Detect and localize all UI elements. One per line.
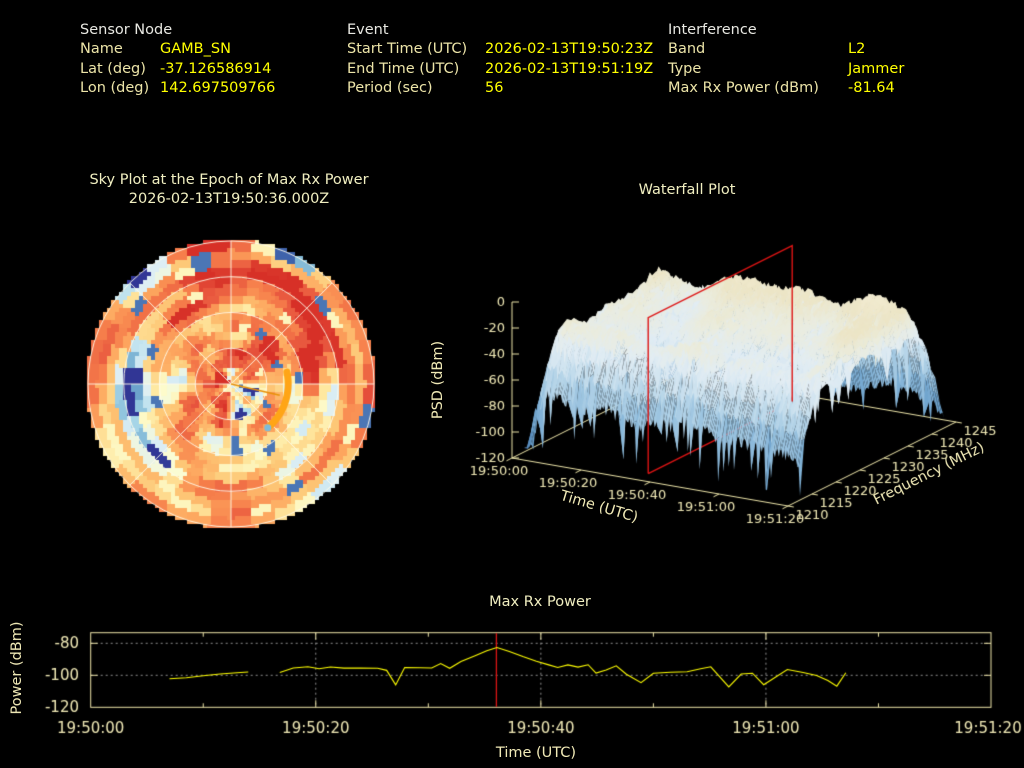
- sensor-lat-label: Lat (deg): [80, 60, 146, 77]
- interference-power-row: Max Rx Power (dBm) -81.64: [668, 79, 904, 98]
- event-end-value: 2026-02-13T19:51:19Z: [485, 60, 654, 77]
- max-rx-power-canvas: [0, 588, 1024, 760]
- interference-panel: Interference Band L2 Type Jammer Max Rx Po…: [668, 21, 904, 98]
- interference-power-label: Max Rx Power (dBm): [668, 79, 819, 96]
- time-axis-label: Time (UTC): [495, 745, 577, 761]
- sensor-name-label: Name: [80, 41, 123, 58]
- sensor-node-title: Sensor Node: [80, 22, 173, 38]
- event-panel: Event Start Time (UTC) 2026-02-13T19:50:2…: [347, 21, 653, 98]
- sensor-lat-row: Lat (deg) -37.126586914: [80, 60, 275, 79]
- event-start-value: 2026-02-13T19:50:23Z: [485, 41, 654, 58]
- waterfall-title: Waterfall Plot: [638, 182, 736, 198]
- power-axis-label: Power (dBm): [9, 621, 25, 715]
- interference-band-label: Band: [668, 41, 706, 58]
- interference-title: Interference: [668, 22, 757, 38]
- waterfall-psd-axis-label: PSD (dBm): [430, 340, 446, 420]
- event-start-row: Start Time (UTC) 2026-02-13T19:50:23Z: [347, 40, 653, 59]
- interference-band-value: L2: [848, 41, 866, 58]
- event-period-row: Period (sec) 56: [347, 79, 653, 98]
- event-period-value: 56: [485, 79, 504, 96]
- sensor-lon-label: Lon (deg): [80, 79, 150, 96]
- sky-plot-canvas: [75, 228, 387, 540]
- event-end-label: End Time (UTC): [347, 60, 460, 77]
- sensor-name-value: GAMB_SN: [160, 41, 231, 58]
- event-period-label: Period (sec): [347, 79, 433, 96]
- interference-type-value: Jammer: [848, 60, 905, 77]
- interference-band-row: Band L2: [668, 40, 904, 59]
- event-end-row: End Time (UTC) 2026-02-13T19:51:19Z: [347, 60, 653, 79]
- interference-type-row: Type Jammer: [668, 60, 904, 79]
- interference-type-label: Type: [668, 60, 702, 77]
- event-start-label: Start Time (UTC): [347, 41, 468, 58]
- sky-plot-title: Sky Plot at the Epoch of Max Rx Power: [89, 172, 369, 188]
- interference-power-value: -81.64: [848, 79, 895, 96]
- sensor-node-panel: Sensor Node Name GAMB_SN Lat (deg) -37.126…: [80, 21, 275, 98]
- sensor-lon-value: 142.697509766: [160, 79, 276, 96]
- waterfall-canvas: [413, 223, 1024, 535]
- event-title: Event: [347, 22, 389, 38]
- sky-plot-subtitle: 2026-02-13T19:50:36.000Z: [128, 191, 330, 207]
- sensor-lat-value: -37.126586914: [160, 60, 272, 77]
- sensor-name-row: Name GAMB_SN: [80, 40, 275, 59]
- sensor-lon-row: Lon (deg) 142.697509766: [80, 79, 275, 98]
